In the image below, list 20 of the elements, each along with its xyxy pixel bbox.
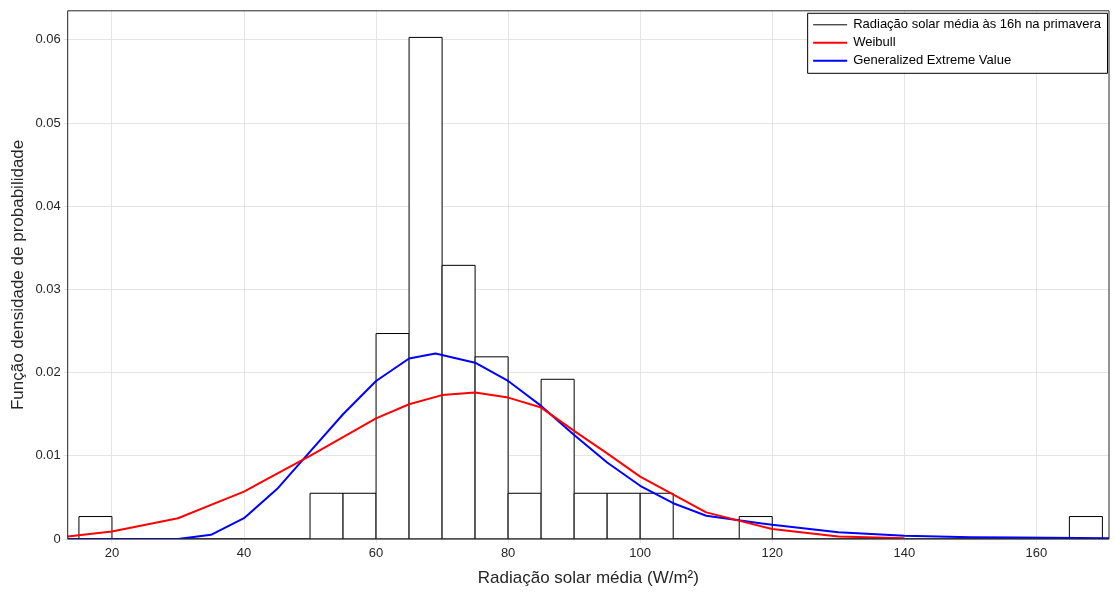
y-tick-label: 0.06 [35, 31, 61, 47]
legend-label: Generalized Extreme Value [853, 52, 1012, 68]
y-tick-label: 0.05 [35, 114, 61, 130]
x-tick-label: 140 [893, 545, 916, 561]
y-axis-title: Função densidade de probabilidade [7, 139, 27, 411]
y-tick-label: 0.02 [35, 364, 61, 380]
y-tick-label: 0.04 [35, 197, 61, 213]
legend-label: Radiação solar média às 16h na primavera [853, 16, 1102, 32]
x-tick-label: 40 [236, 545, 252, 561]
y-tick-label: 0.03 [35, 281, 61, 297]
x-tick-label: 160 [1025, 545, 1048, 561]
x-tick-label: 60 [368, 545, 384, 561]
x-tick-label: 100 [629, 545, 652, 561]
y-tick-label: 0.01 [35, 447, 61, 463]
x-tick-label: 20 [104, 545, 120, 561]
legend-label: Weibull [853, 34, 896, 50]
x-tick-label: 120 [761, 545, 784, 561]
x-axis-title: Radiação solar média (W/m²) [477, 568, 699, 588]
y-tick-label: 0 [53, 530, 61, 546]
x-tick-label: 80 [500, 545, 516, 561]
